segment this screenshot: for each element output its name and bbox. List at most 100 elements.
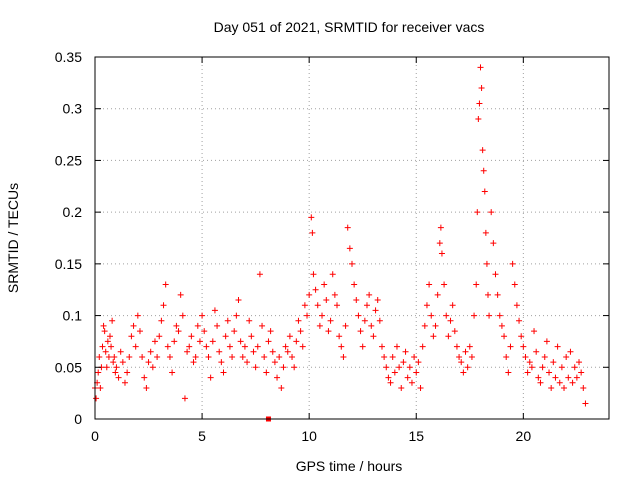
data-point <box>482 229 489 236</box>
data-point <box>483 260 490 267</box>
axis-ticks: 0 0.05 0.1 0.15 0.2 0.25 0.3 0.35 0 5 10 15 20 <box>55 49 609 444</box>
data-point <box>381 353 388 360</box>
x-tick-label: 15 <box>408 428 424 444</box>
data-point <box>235 297 242 304</box>
data-point <box>526 359 533 366</box>
data-point <box>563 353 570 360</box>
data-point <box>301 302 308 309</box>
data-point <box>385 374 392 381</box>
data-point <box>351 281 358 288</box>
data-point <box>177 291 184 298</box>
data-point <box>486 312 493 319</box>
data-point <box>203 343 210 350</box>
data-point <box>282 343 289 350</box>
data-point <box>105 353 112 360</box>
data-point <box>286 333 293 340</box>
data-point <box>518 333 525 340</box>
data-point <box>259 322 266 329</box>
y-tick-label: 0 <box>74 411 82 427</box>
data-point <box>154 353 161 360</box>
data-point <box>304 312 311 319</box>
data-point <box>295 317 302 324</box>
data-point <box>391 369 398 376</box>
grid-layer <box>95 57 609 419</box>
data-point <box>533 348 540 355</box>
data-point <box>535 374 542 381</box>
data-point <box>458 359 465 366</box>
data-point <box>269 348 276 355</box>
data-point <box>226 343 233 350</box>
data-point <box>151 338 158 345</box>
data-point <box>134 312 141 319</box>
data-point <box>308 214 315 221</box>
data-point <box>201 328 208 335</box>
data-point <box>239 353 246 360</box>
data-point <box>100 322 107 329</box>
data-point <box>445 333 452 340</box>
data-point <box>216 348 223 355</box>
data-point <box>539 364 546 371</box>
data-point <box>121 379 128 386</box>
data-point <box>233 312 240 319</box>
x-tick-label: 0 <box>91 428 99 444</box>
data-point <box>334 302 341 309</box>
data-point <box>520 343 527 350</box>
data-point <box>220 369 227 376</box>
data-point <box>349 260 355 267</box>
data-point <box>383 364 390 371</box>
data-point <box>460 369 467 376</box>
data-point <box>513 302 520 309</box>
data-point <box>550 359 557 366</box>
data-point <box>186 343 193 350</box>
data-point <box>112 369 119 376</box>
data-point <box>378 343 385 350</box>
data-point <box>480 167 487 174</box>
data-point <box>494 291 501 298</box>
data-point <box>363 302 370 309</box>
data-point <box>411 353 418 360</box>
data-point <box>97 384 104 391</box>
data-point <box>423 302 430 309</box>
data-point <box>96 353 103 360</box>
data-point <box>496 312 503 319</box>
data-point <box>558 364 565 371</box>
data-point <box>205 353 212 360</box>
data-point <box>101 328 108 335</box>
data-point <box>149 364 156 371</box>
data-point <box>314 302 321 309</box>
data-point <box>214 322 221 329</box>
data-point <box>175 328 182 335</box>
data-point <box>139 353 146 360</box>
data-point <box>406 364 413 371</box>
data-point <box>361 317 368 324</box>
y-tick-label: 0.25 <box>55 152 82 168</box>
data-point <box>415 359 422 366</box>
data-point <box>490 240 497 247</box>
data-point <box>124 369 131 376</box>
data-point <box>128 333 135 340</box>
data-point <box>503 353 510 360</box>
y-tick-label: 0.15 <box>55 256 82 272</box>
y-tick-label: 0.2 <box>63 204 83 220</box>
data-point <box>479 147 486 154</box>
data-point <box>256 271 263 278</box>
data-point <box>237 338 244 345</box>
data-point <box>353 297 360 304</box>
data-point <box>516 317 523 324</box>
data-point <box>456 353 463 360</box>
data-point <box>291 364 298 371</box>
data-point <box>119 359 126 366</box>
data-point <box>481 188 488 195</box>
data-point <box>218 359 225 366</box>
data-point <box>505 369 512 376</box>
data-point <box>548 384 555 391</box>
x-tick-label: 20 <box>516 428 532 444</box>
data-point <box>252 364 259 371</box>
data-point <box>567 348 574 355</box>
y-tick-label: 0.35 <box>55 49 82 65</box>
data-point <box>507 343 514 350</box>
data-point <box>323 297 330 304</box>
data-point <box>306 291 313 298</box>
data-point <box>336 333 343 340</box>
data-point <box>438 250 445 257</box>
